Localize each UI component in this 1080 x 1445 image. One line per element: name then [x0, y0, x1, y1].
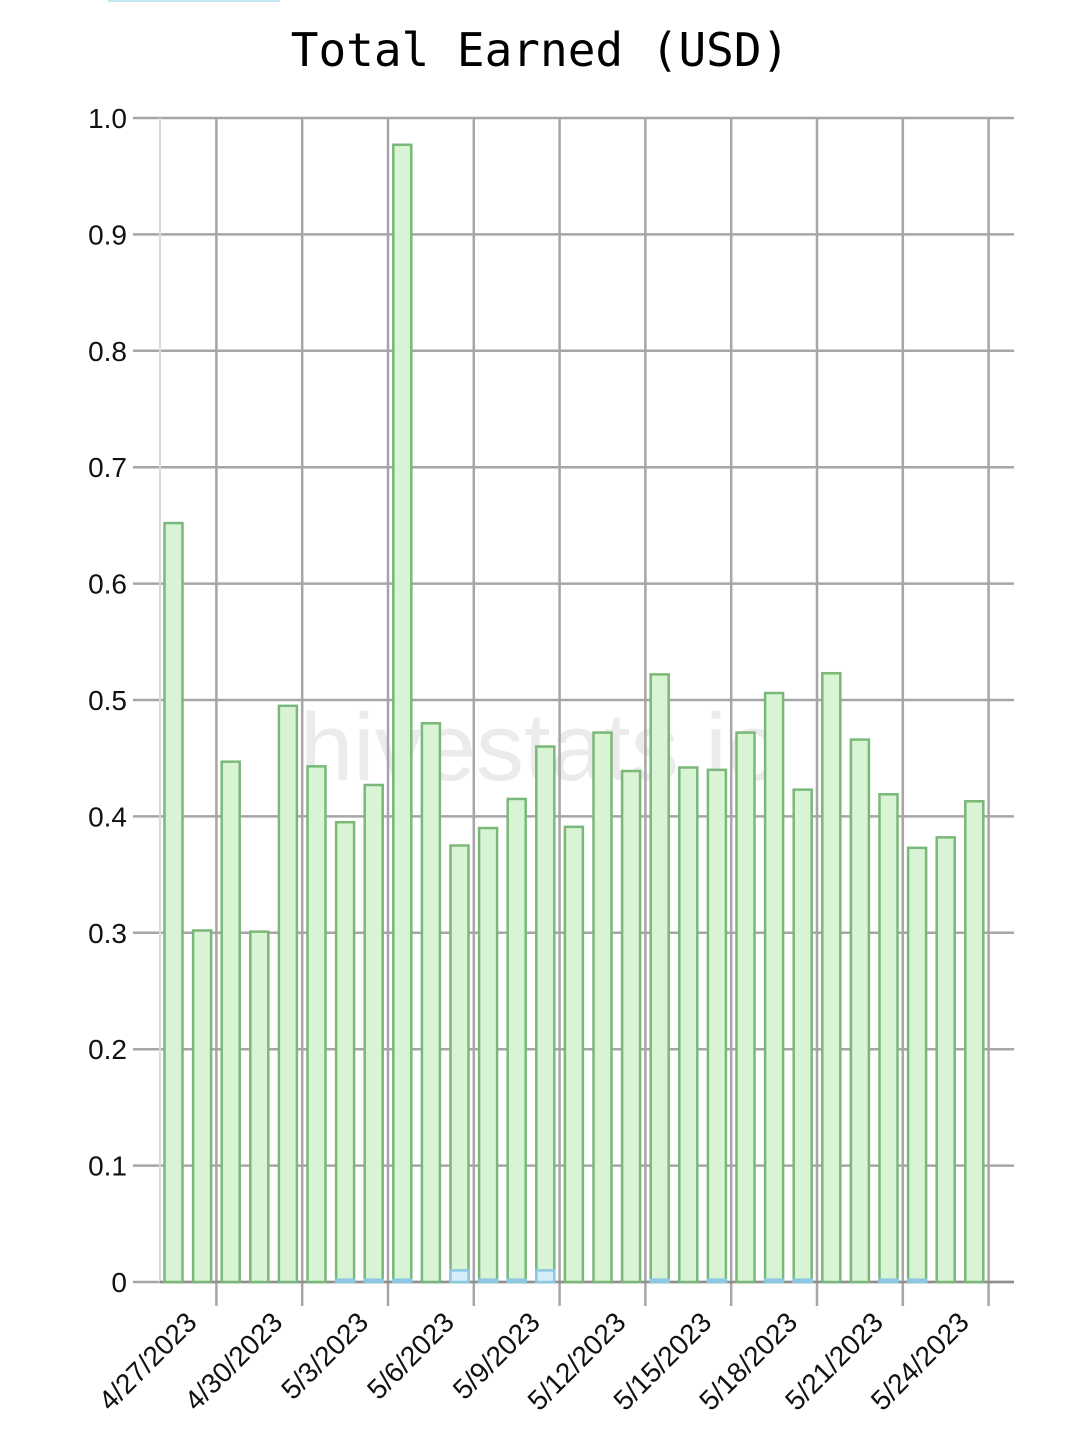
bar-total[interactable]: [706, 768, 728, 1284]
bar-total[interactable]: [477, 826, 499, 1284]
bar-secondary[interactable]: [535, 1269, 556, 1284]
bar-total[interactable]: [878, 793, 899, 1284]
bar-total[interactable]: [249, 930, 270, 1284]
x-axis-ticks: 4/27/20234/30/20235/3/20235/6/20235/9/20…: [93, 1306, 975, 1416]
bar-secondary[interactable]: [763, 1278, 785, 1284]
y-tick-label: 1.0: [88, 103, 127, 134]
y-tick-label: 0.3: [88, 918, 127, 949]
bar-total[interactable]: [506, 797, 527, 1284]
bar-total[interactable]: [849, 738, 871, 1284]
y-tick-label: 0.7: [88, 452, 127, 483]
bar-secondary[interactable]: [363, 1278, 384, 1284]
bar-total[interactable]: [191, 929, 213, 1284]
bar-total[interactable]: [821, 671, 842, 1284]
y-tick-label: 0.1: [88, 1151, 127, 1182]
y-tick-label: 0.2: [88, 1034, 127, 1065]
bar-secondary[interactable]: [449, 1269, 470, 1284]
x-tick-label: 5/3/2023: [275, 1306, 374, 1405]
bar-total[interactable]: [649, 673, 670, 1284]
bar-total[interactable]: [620, 769, 642, 1284]
bar-total[interactable]: [363, 783, 384, 1284]
legend-swatch[interactable]: [108, 0, 280, 2]
y-tick-label: 0.8: [88, 336, 127, 367]
bar-total[interactable]: [306, 765, 327, 1284]
bar-total[interactable]: [563, 825, 585, 1284]
bar-total[interactable]: [678, 766, 699, 1284]
bar-total[interactable]: [277, 704, 299, 1284]
bar-total[interactable]: [935, 836, 956, 1284]
y-axis-ticks: 0 0.1 0.2 0.3 0.4 0.5 0.6 0.7 0.8 0.9 1.0: [88, 103, 127, 1298]
bar-total[interactable]: [906, 846, 928, 1284]
bar-secondary[interactable]: [334, 1278, 356, 1284]
bar-total[interactable]: [964, 800, 985, 1284]
bar-secondary[interactable]: [906, 1278, 928, 1284]
bar-total[interactable]: [735, 731, 756, 1284]
bar-total[interactable]: [763, 691, 785, 1284]
bar-total[interactable]: [535, 745, 556, 1284]
bar-total[interactable]: [592, 731, 613, 1284]
bar-total[interactable]: [220, 760, 241, 1284]
bar-secondary[interactable]: [477, 1278, 499, 1284]
bar-total[interactable]: [420, 722, 442, 1284]
bar-secondary[interactable]: [792, 1278, 813, 1284]
y-tick-label: 0.9: [88, 219, 127, 250]
chart-title: Total Earned (USD): [291, 23, 790, 77]
y-tick-label: 0: [111, 1267, 127, 1298]
x-tick-label: 5/6/2023: [361, 1306, 460, 1405]
bar-secondary[interactable]: [649, 1278, 670, 1284]
bar-secondary[interactable]: [506, 1278, 527, 1284]
bar-secondary[interactable]: [878, 1278, 899, 1284]
bar-total[interactable]: [163, 521, 184, 1284]
bar-total[interactable]: [334, 820, 356, 1284]
bar-total[interactable]: [792, 788, 813, 1284]
bar-secondary[interactable]: [706, 1278, 728, 1284]
bar-secondary[interactable]: [392, 1278, 413, 1284]
y-tick-label: 0.5: [88, 685, 127, 716]
bar-total[interactable]: [449, 844, 470, 1284]
y-tick-label: 0.4: [88, 801, 127, 832]
legend-strip: [108, 0, 280, 2]
bars: [163, 143, 985, 1284]
y-tick-label: 0.6: [88, 569, 127, 600]
bar-total[interactable]: [392, 143, 413, 1284]
